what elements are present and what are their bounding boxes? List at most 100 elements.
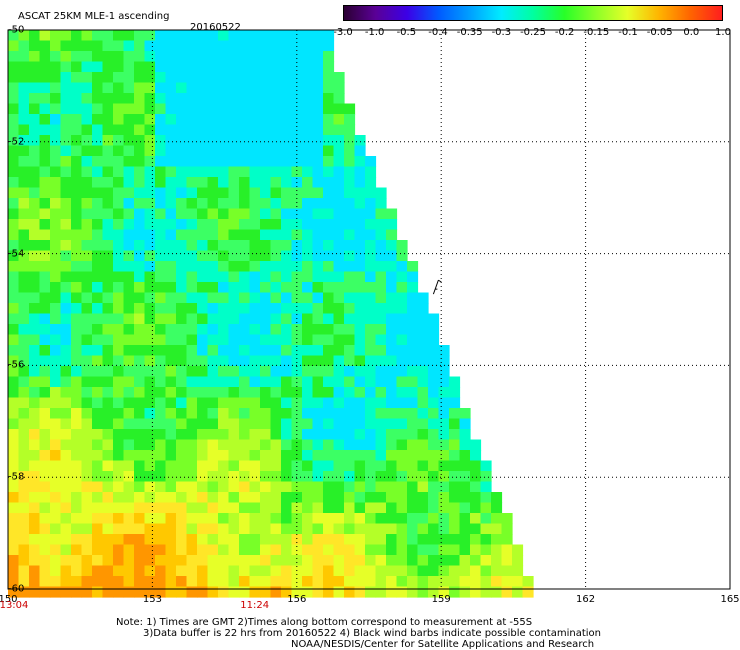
swath-cell — [18, 324, 30, 336]
swath-cell — [281, 40, 293, 52]
swath-cell — [18, 408, 30, 420]
swath-cell — [18, 240, 30, 252]
swath-cell — [480, 471, 492, 483]
swath-cell — [102, 355, 114, 367]
swath-cell — [50, 124, 62, 136]
swath-cell — [50, 72, 62, 84]
swath-cell — [228, 565, 240, 577]
swath-cell — [8, 229, 20, 241]
swath-cell — [81, 502, 93, 514]
swath-cell — [197, 439, 209, 451]
longitude-tick-label: 159 — [431, 594, 451, 605]
swath-cell — [176, 345, 188, 357]
swath-cell — [102, 271, 114, 283]
swath-cell — [18, 219, 30, 231]
swath-cell — [8, 355, 20, 367]
swath-cell — [18, 334, 30, 346]
swath-cell — [281, 261, 293, 273]
swath-cell — [323, 387, 335, 399]
swath-cell — [281, 292, 293, 304]
swath-cell — [323, 292, 335, 304]
swath-cell — [386, 334, 398, 346]
swath-cell — [176, 586, 188, 598]
swath-cell — [218, 240, 230, 252]
swath-cell — [8, 72, 20, 84]
swath-cell — [60, 366, 72, 378]
swath-cell — [344, 429, 356, 441]
swath-cell — [344, 450, 356, 462]
swath-cell — [176, 103, 188, 115]
swath-cell — [228, 292, 240, 304]
swath-cell — [239, 124, 251, 136]
swath-cell — [144, 145, 156, 157]
swath-cell — [8, 397, 20, 409]
swath-cell — [323, 219, 335, 231]
swath-cell — [354, 534, 366, 546]
swath-cell — [302, 156, 314, 168]
swath-cell — [491, 544, 503, 556]
swath-cell — [449, 586, 461, 598]
swath-cell — [281, 72, 293, 84]
swath-cell — [386, 492, 398, 504]
swath-cell — [491, 492, 503, 504]
swath-cell — [155, 418, 167, 430]
swath-cell — [396, 282, 408, 294]
swath-cell — [144, 303, 156, 315]
swath-cell — [18, 565, 30, 577]
swath-cell — [176, 544, 188, 556]
swath-cell — [8, 324, 20, 336]
swath-cell — [239, 229, 251, 241]
swath-cell — [386, 418, 398, 430]
swath-cell — [438, 450, 450, 462]
swath-cell — [144, 240, 156, 252]
swath-cell — [81, 40, 93, 52]
swath-cell — [71, 345, 83, 357]
swath-cell — [39, 481, 51, 493]
swath-cell — [239, 502, 251, 514]
swath-cell — [92, 345, 104, 357]
swath-cell — [155, 250, 167, 262]
swath-cell — [302, 502, 314, 514]
swath-cell — [270, 271, 282, 283]
swath-cell — [165, 576, 177, 588]
swath-cell — [123, 219, 135, 231]
swath-cell — [186, 177, 198, 189]
swath-cell — [270, 51, 282, 63]
swath-cell — [113, 376, 125, 388]
swath-cell — [323, 72, 335, 84]
swath-cell — [407, 376, 419, 388]
swath-cell — [134, 72, 146, 84]
swath-cell — [134, 135, 146, 147]
swath-cell — [176, 114, 188, 126]
swath-cell — [344, 523, 356, 535]
swath-cell — [260, 198, 272, 210]
swath-cell — [60, 565, 72, 577]
swath-cell — [375, 250, 387, 262]
swath-cell — [134, 271, 146, 283]
swath-cell — [197, 586, 209, 598]
swath-cell — [249, 282, 261, 294]
swath-cell — [428, 534, 440, 546]
swath-cell — [302, 114, 314, 126]
swath-cell — [375, 555, 387, 567]
swath-cell — [29, 282, 41, 294]
swath-cell — [365, 229, 377, 241]
longitude-tick-label: 150 — [0, 594, 18, 605]
swath-cell — [60, 240, 72, 252]
swath-cell — [228, 471, 240, 483]
swath-cell — [312, 250, 324, 262]
swath-cell — [123, 40, 135, 52]
swath-cell — [218, 555, 230, 567]
swath-cell — [260, 219, 272, 231]
swath-cell — [323, 303, 335, 315]
swath-cell — [8, 208, 20, 220]
swath-cell — [144, 40, 156, 52]
swath-cell — [270, 261, 282, 273]
swath-cell — [470, 471, 482, 483]
swath-cell — [29, 261, 41, 273]
swath-cell — [186, 93, 198, 105]
swath-cell — [281, 145, 293, 157]
swath-cell — [291, 282, 303, 294]
swath-cell — [29, 397, 41, 409]
swath-cell — [239, 513, 251, 525]
